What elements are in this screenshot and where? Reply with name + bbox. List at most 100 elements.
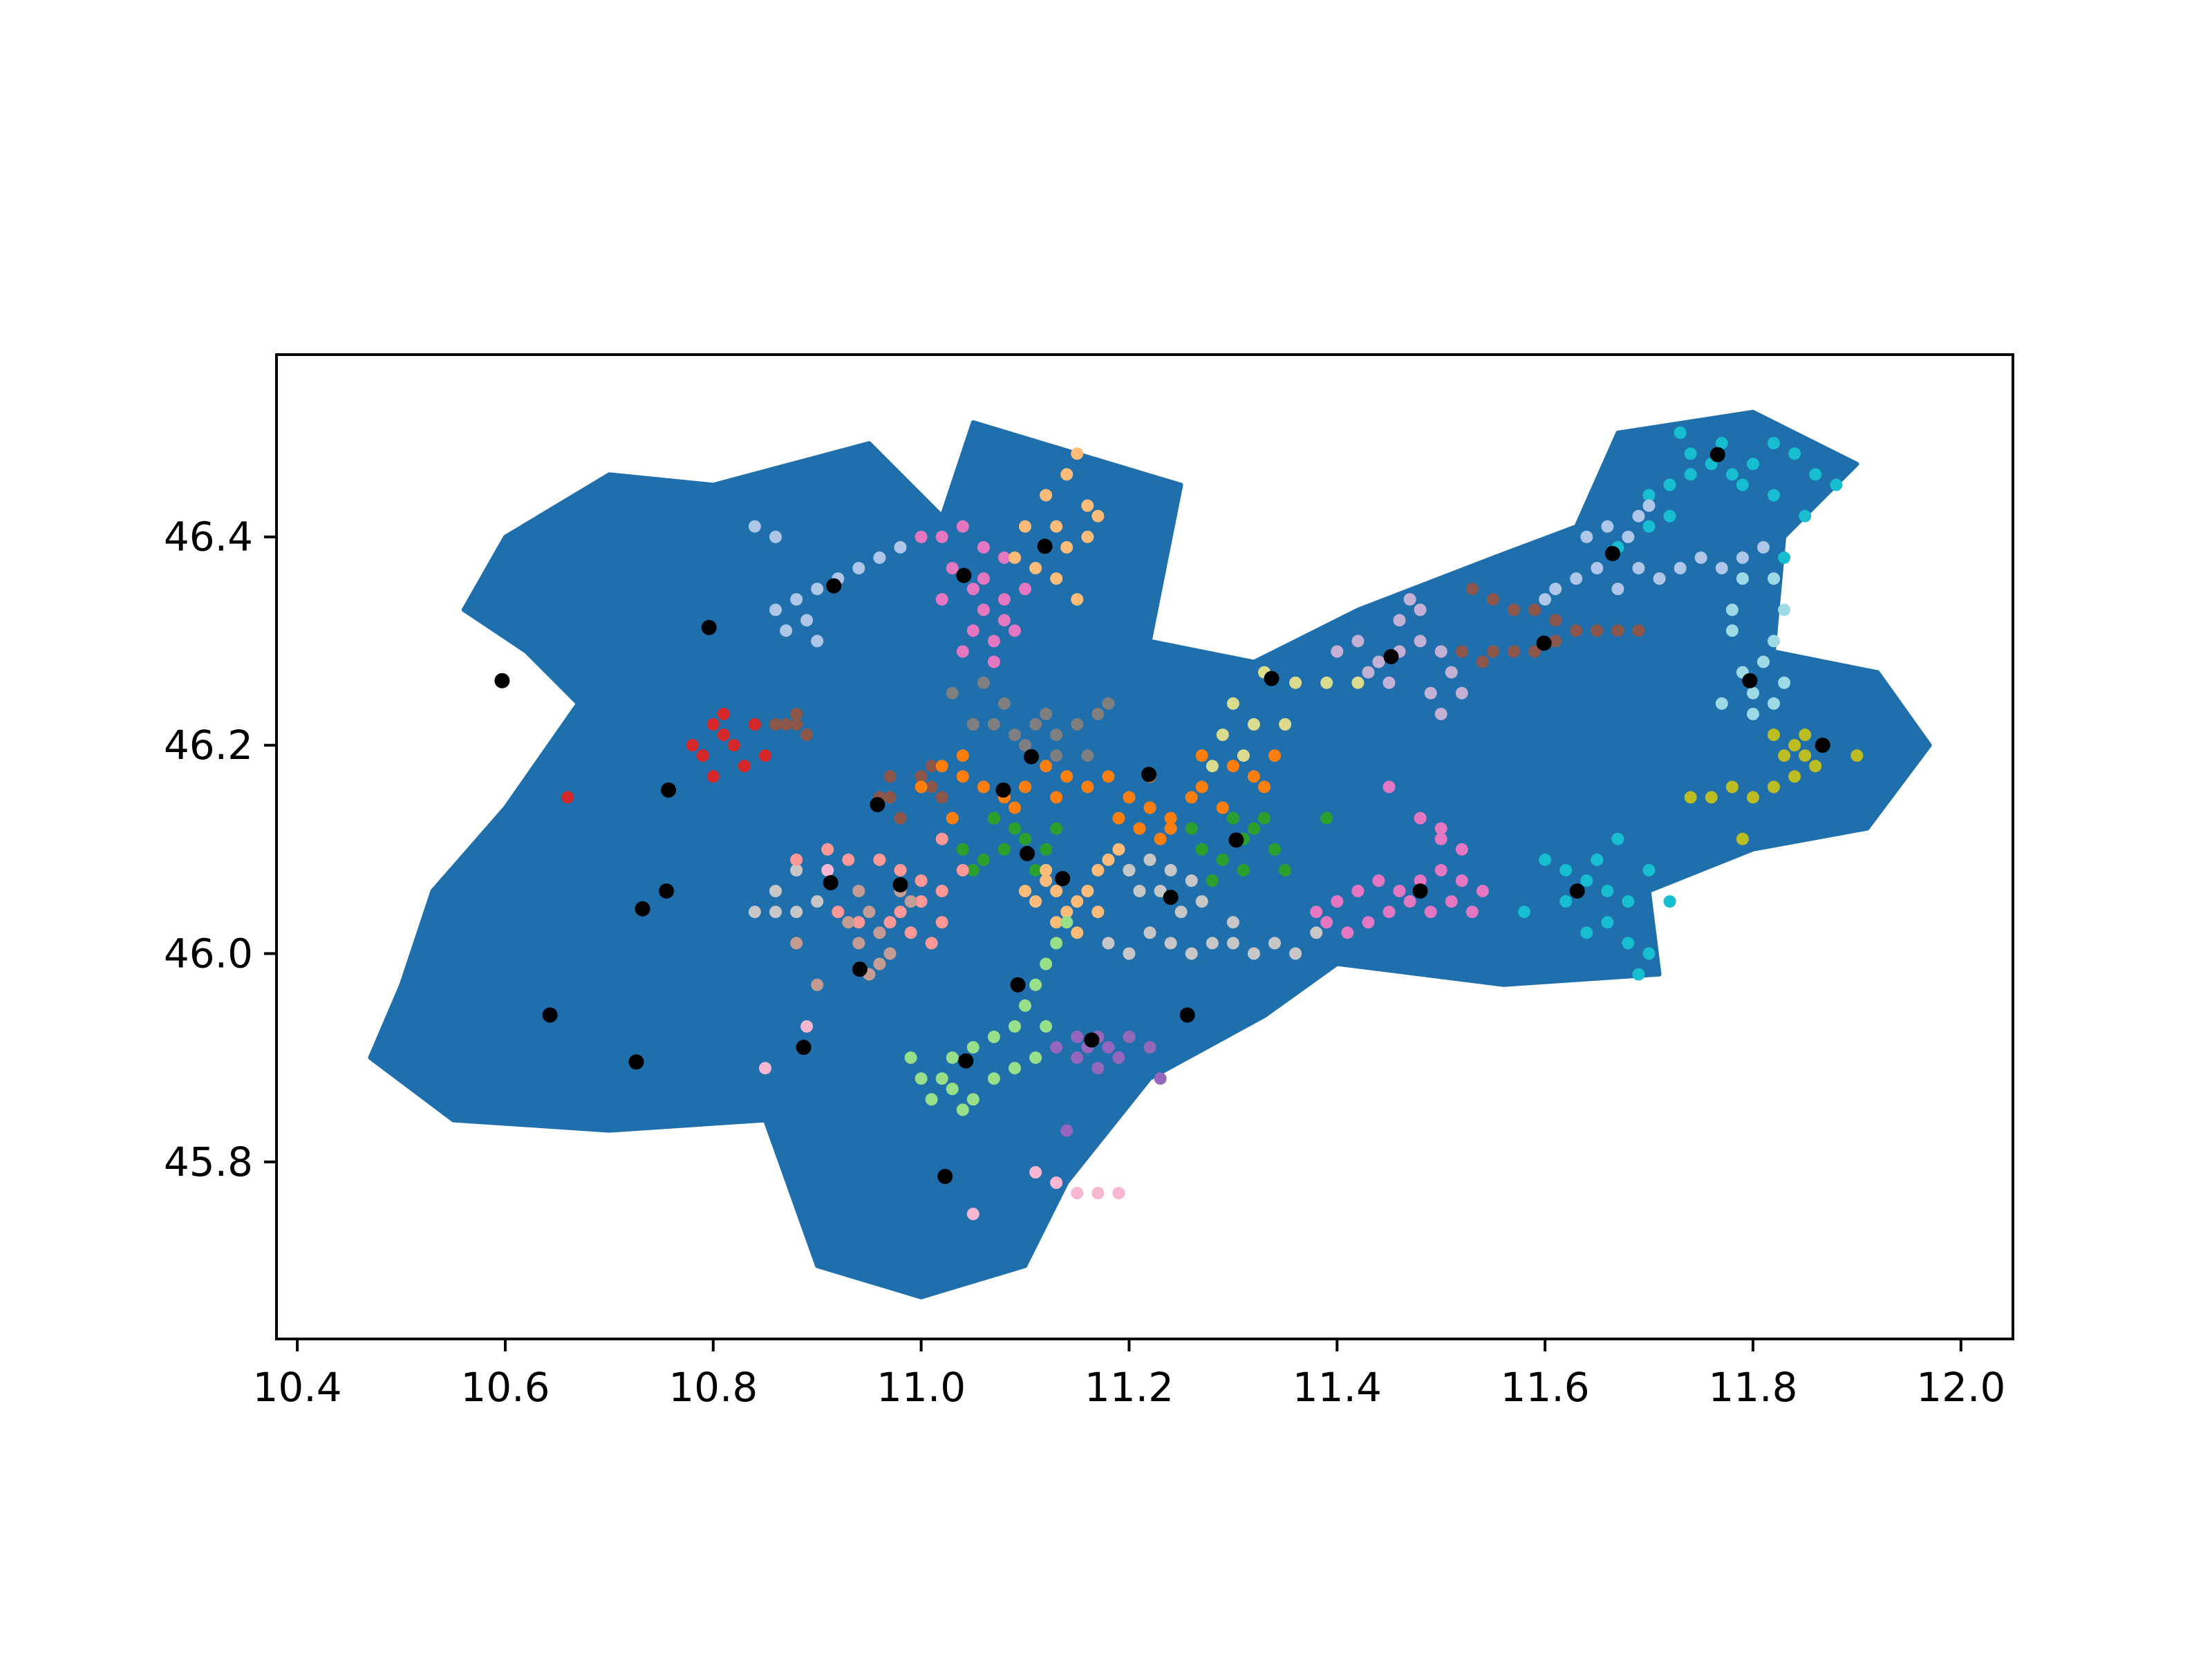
- cluster-point: [1725, 624, 1738, 637]
- cluster-point: [1799, 729, 1812, 741]
- cluster-point: [1247, 718, 1260, 731]
- cluster-point: [1060, 541, 1074, 554]
- cluster-point: [759, 749, 771, 762]
- cluster-point: [966, 1041, 980, 1054]
- x-tick-label: 11.4: [1293, 1364, 1382, 1411]
- cluster-point: [956, 520, 969, 533]
- cluster-point: [759, 1062, 771, 1075]
- cluster-point: [1508, 645, 1520, 658]
- cluster-point: [1445, 895, 1458, 908]
- cluster-point: [1622, 937, 1635, 950]
- centroid-point: [870, 797, 885, 812]
- cluster-point: [1009, 624, 1021, 637]
- cluster-point: [1019, 520, 1031, 533]
- centroid-point: [956, 568, 972, 583]
- cluster-point: [1768, 780, 1780, 794]
- cluster-point: [1195, 749, 1208, 762]
- cluster-point: [1216, 853, 1229, 866]
- cluster-point: [790, 853, 803, 866]
- cluster-point: [873, 551, 886, 564]
- cluster-point: [1112, 1051, 1125, 1065]
- cluster-point: [1434, 645, 1447, 658]
- cluster-5: [946, 676, 1115, 762]
- cluster-point: [1071, 1187, 1084, 1199]
- cluster-point: [1372, 655, 1385, 668]
- y-tick-label: 46.0: [164, 930, 253, 977]
- cluster-point: [1351, 635, 1365, 648]
- cluster-point: [1081, 530, 1094, 543]
- centroid-point: [1709, 447, 1725, 462]
- cluster-point: [1455, 686, 1468, 700]
- cluster-20: [1050, 1031, 1167, 1137]
- cluster-point: [1455, 645, 1468, 658]
- x-tick-label: 10.4: [253, 1364, 342, 1411]
- cluster-point: [1486, 645, 1499, 658]
- cluster-point: [1195, 843, 1208, 856]
- cluster-point: [1133, 822, 1146, 835]
- cluster-point: [1216, 801, 1229, 814]
- cluster-point: [1403, 895, 1416, 908]
- cluster-point: [925, 1093, 938, 1106]
- cluster-point: [1040, 843, 1053, 856]
- cluster-point: [1601, 885, 1614, 897]
- cluster-21: [759, 863, 1125, 1221]
- cluster-point: [811, 583, 824, 595]
- cluster-point: [800, 729, 814, 741]
- x-tick-label: 11.2: [1085, 1364, 1174, 1411]
- cluster-point: [966, 718, 980, 731]
- cluster-point: [977, 572, 990, 585]
- cluster-point: [800, 1020, 814, 1033]
- centroid-point: [1020, 845, 1035, 861]
- cluster-point: [956, 645, 969, 658]
- cluster-point: [1528, 645, 1541, 658]
- centroid-point: [1815, 738, 1830, 753]
- cluster-point: [966, 1208, 980, 1221]
- cluster-point: [1040, 874, 1053, 887]
- cluster-point: [915, 770, 928, 783]
- centroid-point: [1569, 883, 1585, 899]
- cluster-point: [1372, 874, 1385, 887]
- cluster-point: [769, 906, 782, 919]
- cluster-point: [946, 1082, 959, 1096]
- cluster-point: [946, 686, 959, 700]
- cluster-point: [1632, 968, 1645, 981]
- cluster-point: [790, 906, 803, 919]
- cluster-point: [1715, 561, 1728, 574]
- cluster-point: [1123, 947, 1136, 960]
- cluster-point: [1684, 468, 1697, 481]
- cluster-point: [1071, 447, 1084, 460]
- cluster-point: [1268, 843, 1281, 856]
- cluster-point: [738, 760, 751, 773]
- centroid-point: [659, 883, 675, 899]
- cluster-point: [1154, 832, 1167, 845]
- x-tick-label: 11.8: [1708, 1364, 1797, 1411]
- cluster-point: [727, 739, 740, 752]
- cluster-point: [811, 635, 824, 648]
- cluster-point: [1528, 603, 1541, 617]
- cluster-point: [1102, 853, 1115, 866]
- cluster-point: [1029, 895, 1042, 908]
- cluster-14: [1539, 499, 1770, 606]
- cluster-point: [987, 718, 1000, 731]
- cluster-point: [769, 603, 782, 617]
- cluster-point: [1674, 561, 1687, 574]
- cluster-point: [1050, 916, 1063, 929]
- cluster-point: [925, 760, 938, 773]
- cluster-point: [987, 655, 1000, 668]
- cluster-point: [1009, 1062, 1021, 1075]
- cluster-point: [1757, 541, 1770, 554]
- cluster-point: [696, 749, 709, 762]
- cluster-point: [1143, 1041, 1156, 1054]
- cluster-point: [1455, 843, 1468, 856]
- cluster-point: [1788, 447, 1801, 460]
- cluster-point: [966, 583, 980, 595]
- cluster-point: [1164, 812, 1177, 825]
- centroid-point: [1264, 671, 1280, 686]
- cluster-point: [1050, 520, 1063, 533]
- cluster-point: [946, 812, 959, 825]
- cluster-point: [1091, 1062, 1105, 1075]
- cluster-point: [883, 770, 897, 783]
- cluster-point: [977, 541, 990, 554]
- cluster-point: [1518, 906, 1530, 919]
- cluster-point: [1071, 718, 1084, 731]
